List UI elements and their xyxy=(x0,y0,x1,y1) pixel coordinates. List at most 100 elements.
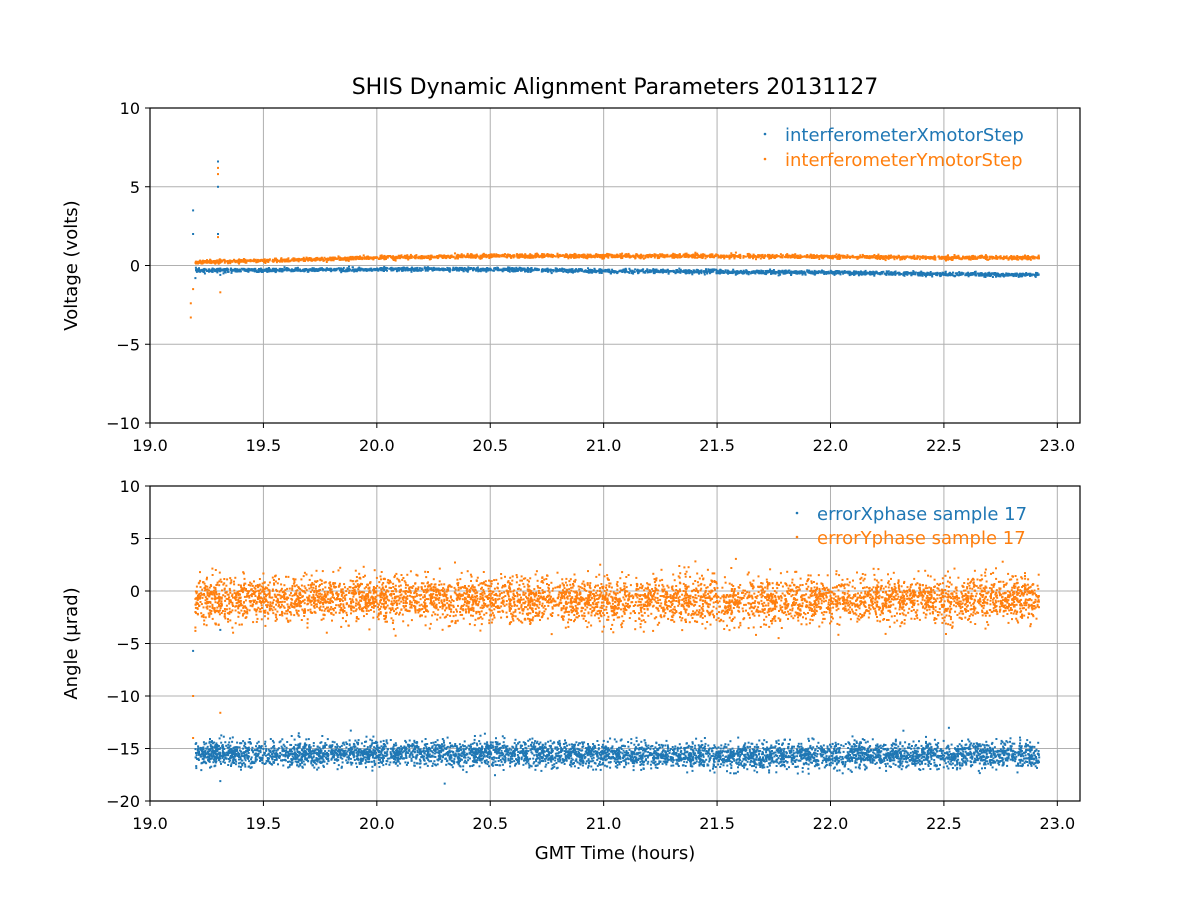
data-point xyxy=(708,272,711,275)
data-point xyxy=(961,257,964,260)
series-interferometerYmotorStep xyxy=(189,166,1040,319)
data-point xyxy=(380,255,382,257)
data-point xyxy=(533,255,536,257)
data-point xyxy=(812,254,815,257)
data-point xyxy=(234,270,237,273)
data-point xyxy=(308,257,311,259)
data-point xyxy=(623,269,626,272)
data-point xyxy=(825,255,828,258)
data-point xyxy=(596,255,599,258)
data-point xyxy=(736,271,739,274)
data-point xyxy=(294,258,297,261)
data-point xyxy=(930,256,933,259)
data-point xyxy=(340,267,342,270)
data-point xyxy=(574,268,577,271)
data-point xyxy=(634,268,637,271)
data-point xyxy=(926,271,929,274)
data-point xyxy=(496,254,499,257)
data-point xyxy=(771,272,774,274)
data-point xyxy=(239,742,242,745)
data-point xyxy=(372,256,375,259)
data-point xyxy=(552,269,555,272)
data-point xyxy=(198,269,201,272)
data-point xyxy=(478,256,481,259)
data-point xyxy=(847,272,850,275)
data-point xyxy=(709,253,712,256)
data-point xyxy=(304,268,307,271)
data-point xyxy=(763,272,766,275)
data-point xyxy=(528,256,531,259)
data-point xyxy=(296,258,299,261)
data-point xyxy=(864,271,867,274)
data-point xyxy=(567,257,570,260)
data-point xyxy=(513,267,516,270)
data-point xyxy=(267,267,270,269)
data-point xyxy=(358,258,361,260)
data-point xyxy=(660,255,663,258)
data-point xyxy=(832,256,835,259)
data-point xyxy=(696,256,699,259)
data-point xyxy=(1002,273,1005,276)
data-point xyxy=(221,259,223,262)
data-point xyxy=(812,271,815,274)
data-point xyxy=(755,269,758,272)
data-point xyxy=(562,268,565,271)
data-point xyxy=(524,253,527,256)
data-point xyxy=(848,255,851,258)
data-point xyxy=(234,260,236,263)
data-point xyxy=(900,256,902,259)
data-point xyxy=(731,254,734,257)
data-point xyxy=(800,256,803,259)
outlier-point xyxy=(192,288,195,291)
data-point xyxy=(554,267,557,270)
data-point xyxy=(426,764,429,767)
data-point xyxy=(238,261,241,264)
data-point xyxy=(926,256,929,259)
data-point xyxy=(757,255,759,258)
data-point xyxy=(240,742,243,745)
data-point xyxy=(272,260,275,263)
data-point xyxy=(447,254,450,257)
data-point xyxy=(882,255,885,258)
data-point xyxy=(611,268,614,271)
data-point xyxy=(236,268,239,271)
data-point xyxy=(1036,272,1039,275)
data-point xyxy=(801,270,804,273)
data-point xyxy=(566,256,569,258)
data-point xyxy=(758,255,761,258)
data-point xyxy=(864,269,867,272)
data-point xyxy=(792,255,795,258)
data-point xyxy=(385,740,388,743)
data-point xyxy=(896,256,899,259)
data-point xyxy=(666,253,669,256)
data-point xyxy=(580,255,583,258)
data-point xyxy=(1030,274,1033,277)
data-point xyxy=(512,268,515,271)
data-point xyxy=(485,256,488,259)
data-point xyxy=(784,255,787,258)
data-point xyxy=(1023,274,1026,277)
data-point xyxy=(368,268,371,271)
data-point xyxy=(380,269,383,272)
data-point xyxy=(792,254,795,257)
data-point xyxy=(1037,256,1040,259)
data-point xyxy=(432,256,435,259)
data-point xyxy=(839,257,842,260)
data-point xyxy=(237,270,240,273)
data-point xyxy=(319,269,322,271)
data-point xyxy=(323,259,326,262)
data-point xyxy=(1030,256,1033,258)
data-point xyxy=(325,257,327,260)
data-point xyxy=(936,274,939,277)
data-point xyxy=(314,268,317,271)
data-point xyxy=(426,269,429,272)
data-point xyxy=(1032,255,1035,258)
data-point xyxy=(787,255,790,258)
data-point xyxy=(743,272,746,275)
data-point xyxy=(415,254,418,257)
data-point xyxy=(274,270,277,273)
data-point xyxy=(495,254,497,257)
data-point xyxy=(465,268,468,271)
data-point xyxy=(762,270,764,273)
data-point xyxy=(411,255,414,258)
